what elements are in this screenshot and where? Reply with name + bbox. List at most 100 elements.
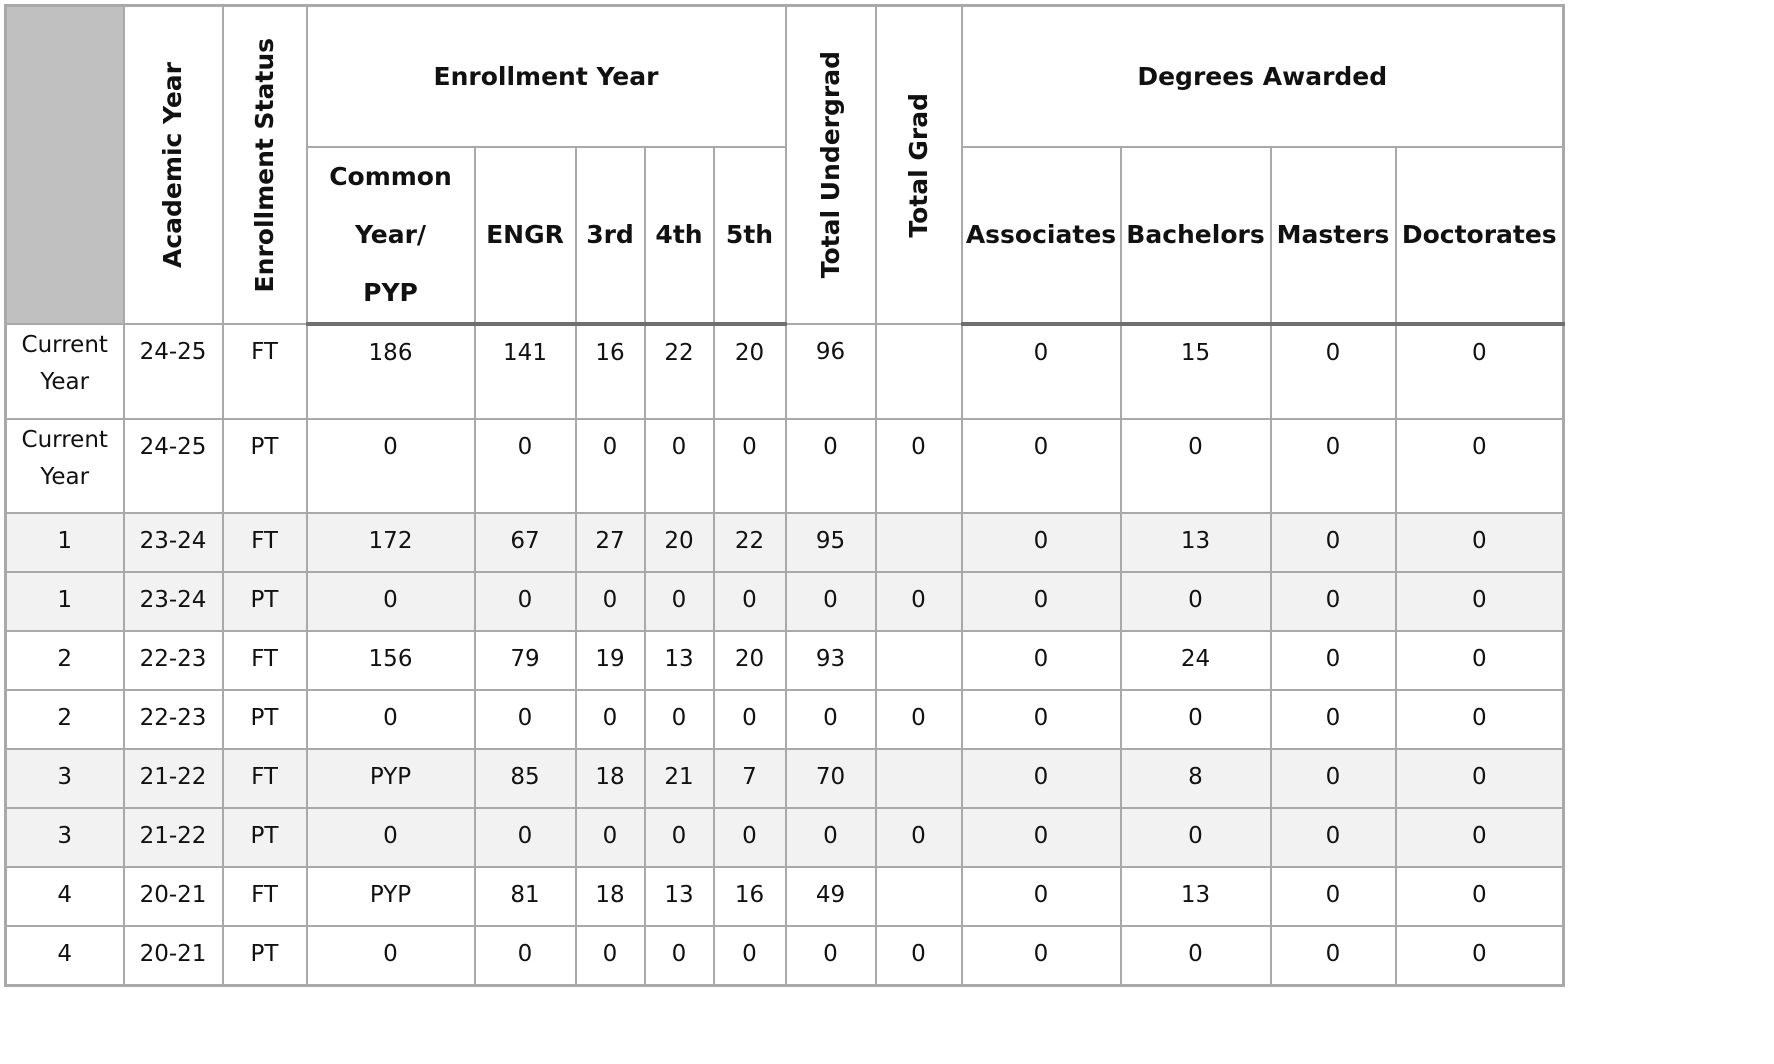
header-masters: Masters <box>1269 146 1397 326</box>
header-enrollment-status-label: Enrollment Status <box>249 37 279 293</box>
doctorates-cell: 0 <box>1394 807 1565 868</box>
engr-cell: 0 <box>473 418 577 514</box>
total-grad-cell <box>874 866 963 927</box>
doctorates-cell: 0 <box>1394 418 1565 514</box>
total-grad-cell <box>874 630 963 691</box>
associates-cell: 0 <box>960 866 1122 927</box>
table-row: 4 20-21 FT PYP 81 18 13 16 49 0 13 0 0 <box>4 866 1565 927</box>
header-enrollment-status: Enrollment Status <box>221 4 308 325</box>
third-year-cell: 27 <box>574 512 646 573</box>
academic-year-cell: 22-23 <box>122 689 224 750</box>
row-label-cell: 2 <box>4 630 125 691</box>
bachelors-cell: 15 <box>1119 323 1272 420</box>
table-row: 2 22-23 PT 0 0 0 0 0 0 0 0 0 0 0 <box>4 689 1565 750</box>
common-year-cell: 156 <box>305 630 476 691</box>
row-label-cell: 4 <box>4 866 125 927</box>
bachelors-cell: 13 <box>1119 866 1272 927</box>
header-fifth: 5th <box>712 146 787 326</box>
fourth-year-cell: 13 <box>643 866 715 927</box>
engr-cell: 85 <box>473 748 577 809</box>
doctorates-cell: 0 <box>1394 571 1565 632</box>
header-total-grad-label: Total Grad <box>903 92 933 238</box>
doctorates-cell: 0 <box>1394 512 1565 573</box>
associates-cell: 0 <box>960 512 1122 573</box>
doctorates-cell: 0 <box>1394 866 1565 927</box>
common-year-cell: 0 <box>305 418 476 514</box>
table-row: Current Year 24-25 FT 186 141 16 22 20 9… <box>4 323 1565 420</box>
engr-cell: 0 <box>473 925 577 987</box>
enrollment-status-cell: PT <box>221 807 308 868</box>
header-total-undergrad-label: Total Undergrad <box>815 51 845 279</box>
third-year-cell: 18 <box>574 866 646 927</box>
associates-cell: 0 <box>960 323 1122 420</box>
bachelors-cell: 0 <box>1119 571 1272 632</box>
masters-cell: 0 <box>1269 630 1397 691</box>
engr-cell: 0 <box>473 689 577 750</box>
masters-cell: 0 <box>1269 807 1397 868</box>
enrollment-degrees-table-container: Academic Year Enrollment Status Enrollme… <box>4 4 1566 987</box>
row-label-cell: 1 <box>4 512 125 573</box>
table-row: 3 21-22 FT PYP 85 18 21 7 70 0 8 0 0 <box>4 748 1565 809</box>
academic-year-cell: 23-24 <box>122 512 224 573</box>
associates-cell: 0 <box>960 689 1122 750</box>
enrollment-status-cell: FT <box>221 323 308 420</box>
table-body: Current Year 24-25 FT 186 141 16 22 20 9… <box>4 323 1565 987</box>
doctorates-cell: 0 <box>1394 323 1565 420</box>
fifth-year-cell: 16 <box>712 866 787 927</box>
table-header: Academic Year Enrollment Status Enrollme… <box>4 4 1565 326</box>
engr-cell: 0 <box>473 571 577 632</box>
total-undergrad-cell: 0 <box>784 689 877 750</box>
engr-cell: 79 <box>473 630 577 691</box>
masters-cell: 0 <box>1269 323 1397 420</box>
common-year-cell: 0 <box>305 689 476 750</box>
header-academic-year: Academic Year <box>122 4 224 325</box>
enrollment-status-cell: PT <box>221 571 308 632</box>
academic-year-cell: 20-21 <box>122 866 224 927</box>
row-label-cell: Current Year <box>4 323 125 420</box>
total-undergrad-cell: 0 <box>784 925 877 987</box>
common-year-cell: 0 <box>305 571 476 632</box>
associates-cell: 0 <box>960 925 1122 987</box>
table-row: 2 22-23 FT 156 79 19 13 20 93 0 24 0 0 <box>4 630 1565 691</box>
corner-cell <box>4 4 125 325</box>
header-enrollment-year: Enrollment Year <box>305 4 787 148</box>
enrollment-status-cell: PT <box>221 689 308 750</box>
masters-cell: 0 <box>1269 689 1397 750</box>
row-label-cell: 3 <box>4 807 125 868</box>
academic-year-cell: 24-25 <box>122 323 224 420</box>
row-label-cell: 2 <box>4 689 125 750</box>
bachelors-cell: 0 <box>1119 807 1272 868</box>
third-year-cell: 0 <box>574 418 646 514</box>
academic-year-cell: 23-24 <box>122 571 224 632</box>
header-associates: Associates <box>960 146 1122 326</box>
header-fourth: 4th <box>643 146 715 326</box>
bachelors-cell: 0 <box>1119 689 1272 750</box>
bachelors-cell: 0 <box>1119 418 1272 514</box>
total-grad-cell: 0 <box>874 689 963 750</box>
masters-cell: 0 <box>1269 748 1397 809</box>
header-common-year: Common Year/ PYP <box>305 146 476 326</box>
enrollment-status-cell: FT <box>221 748 308 809</box>
table-row: Current Year 24-25 PT 0 0 0 0 0 0 0 0 0 … <box>4 418 1565 514</box>
table-row: 1 23-24 FT 172 67 27 20 22 95 0 13 0 0 <box>4 512 1565 573</box>
total-undergrad-cell: 0 <box>784 807 877 868</box>
total-grad-cell: 0 <box>874 925 963 987</box>
enrollment-degrees-table: Academic Year Enrollment Status Enrollme… <box>4 4 1566 987</box>
doctorates-cell: 0 <box>1394 925 1565 987</box>
masters-cell: 0 <box>1269 925 1397 987</box>
header-third: 3rd <box>574 146 646 326</box>
header-bachelors: Bachelors <box>1119 146 1272 326</box>
fifth-year-cell: 0 <box>712 571 787 632</box>
engr-cell: 0 <box>473 807 577 868</box>
fourth-year-cell: 13 <box>643 630 715 691</box>
academic-year-cell: 24-25 <box>122 418 224 514</box>
academic-year-cell: 21-22 <box>122 807 224 868</box>
total-grad-cell <box>874 748 963 809</box>
header-doctorates: Doctorates <box>1394 146 1565 326</box>
total-undergrad-cell: 49 <box>784 866 877 927</box>
fifth-year-cell: 0 <box>712 807 787 868</box>
fifth-year-cell: 0 <box>712 418 787 514</box>
header-degrees-awarded: Degrees Awarded <box>960 4 1565 148</box>
enrollment-status-cell: FT <box>221 512 308 573</box>
common-year-cell: PYP <box>305 748 476 809</box>
